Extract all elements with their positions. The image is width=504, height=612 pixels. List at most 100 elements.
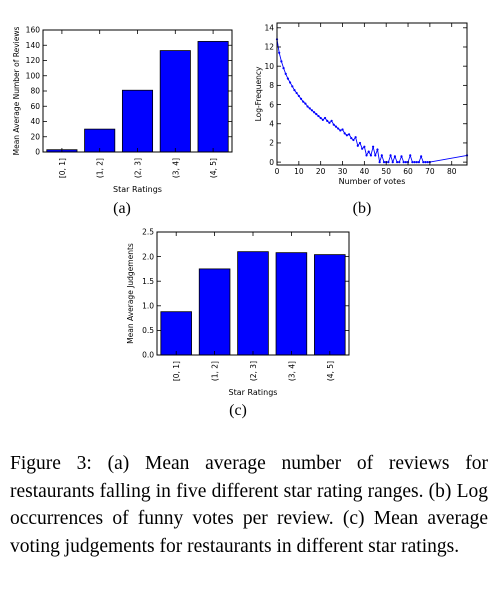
bar-2 (237, 251, 269, 356)
data-point (400, 155, 403, 158)
data-point (396, 161, 399, 164)
data-point (367, 150, 370, 153)
data-point (332, 123, 335, 126)
y-tick-label: 120 (26, 56, 41, 65)
bar-4 (314, 254, 346, 356)
x-axis-label: Number of votes (339, 177, 406, 186)
y-tick-label: 2.0 (142, 252, 154, 261)
data-point (413, 161, 416, 164)
data-point (420, 155, 423, 158)
data-point (409, 154, 412, 157)
data-point (365, 154, 368, 157)
data-point (369, 154, 373, 157)
y-tick-label: 14 (264, 23, 274, 32)
x-tick-label: 0 (275, 167, 280, 176)
data-point (380, 154, 383, 157)
data-point (352, 138, 355, 142)
data-point (404, 161, 407, 164)
x-tick-label: 80 (447, 167, 457, 176)
x-tick-label: [0, 1] (58, 158, 67, 178)
data-point (371, 145, 375, 148)
data-point (337, 127, 340, 130)
subcaption-c: (c) (229, 402, 247, 419)
chart-a: [0, 1] (1, 2] (2, 3] (3, 4] (4, 5] 0 20 40 60 80 1… (12, 26, 233, 194)
y-axis-label: Log-Frequency (254, 66, 263, 121)
plot-frame (42, 29, 233, 153)
data-point (304, 102, 307, 105)
y-tick-label: 10 (264, 62, 274, 71)
data-point (308, 107, 311, 110)
chart-b: 0 10 20 30 40 50 60 70 80 0 2 4 6 8 10 12 14 Number of vo… (254, 22, 469, 186)
y-tick-label: 2 (269, 139, 274, 148)
data-point (317, 114, 320, 118)
data-point (319, 116, 322, 120)
bar-3 (275, 252, 308, 356)
y-tick-label: 2.5 (142, 228, 154, 237)
data-point (363, 145, 366, 148)
data-point (398, 161, 401, 164)
chart-c: [0, 1] (1, 2] (2, 3] (3, 4] (4, 5] 0.0 0.5 1.0 1… (126, 228, 350, 397)
x-tick-label: 70 (425, 167, 435, 176)
plot-frame (156, 231, 350, 356)
data-point (315, 113, 318, 116)
y-tick-label: 40 (30, 117, 40, 126)
data-point (330, 119, 333, 122)
data-point (339, 129, 342, 132)
x-tick-label: 40 (360, 167, 370, 176)
data-point (376, 148, 379, 151)
x-tick-label: (2, 3] (134, 158, 143, 178)
x-tick-label: 30 (338, 167, 348, 176)
plot-frame (276, 22, 468, 166)
data-point (354, 136, 357, 139)
y-tick-label: 6 (269, 100, 274, 109)
x-tick-label: (1, 2] (96, 158, 105, 178)
data-point (343, 132, 346, 135)
data-point (387, 161, 390, 164)
data-point (341, 128, 344, 131)
data-point (326, 119, 329, 122)
y-axis-label: Mean Average Judgements (126, 243, 135, 344)
y-tick-label: 1.0 (142, 302, 154, 311)
y-tick-label: 140 (26, 41, 41, 50)
subcaption-a: (a) (113, 200, 131, 217)
y-tick-label: 60 (30, 102, 40, 111)
data-point (321, 118, 324, 122)
data-point (356, 144, 359, 147)
x-tick-label: 60 (403, 167, 413, 176)
data-point (402, 161, 405, 164)
data-point (306, 105, 309, 108)
x-tick-label: (4, 5] (326, 361, 335, 381)
x-tick-label: [0, 1] (172, 361, 181, 381)
y-tick-label: 80 (30, 87, 40, 96)
bar-0 (160, 311, 192, 356)
data-point (411, 161, 414, 164)
data-point (295, 91, 298, 95)
data-point (289, 81, 292, 84)
x-tick-label: 50 (381, 167, 391, 176)
y-tick-label: 12 (264, 43, 274, 52)
bar-1 (198, 268, 231, 356)
bar-2 (121, 89, 154, 153)
data-point (284, 72, 287, 75)
y-tick-label: 1.5 (142, 277, 154, 286)
y-tick-label: 0.5 (142, 326, 154, 335)
data-point (302, 100, 305, 103)
x-axis-label: Star Ratings (113, 185, 162, 194)
data-point (278, 51, 281, 54)
y-tick-label: 20 (30, 132, 40, 141)
y-tick-label: 100 (26, 71, 41, 80)
y-axis-label: Mean Average Number of Reviews (12, 27, 21, 156)
data-point (286, 77, 290, 80)
data-point (393, 155, 397, 158)
x-tick-label: (3, 4] (287, 361, 296, 381)
data-point (293, 89, 296, 92)
bar-3 (159, 50, 191, 153)
y-tick-label: 8 (269, 81, 274, 90)
data-point (297, 94, 300, 98)
series-line (276, 39, 468, 164)
data-point (361, 147, 364, 150)
data-point (426, 161, 429, 164)
data-point (345, 134, 348, 137)
data-point (358, 141, 362, 145)
x-tick-label: 10 (294, 167, 304, 176)
